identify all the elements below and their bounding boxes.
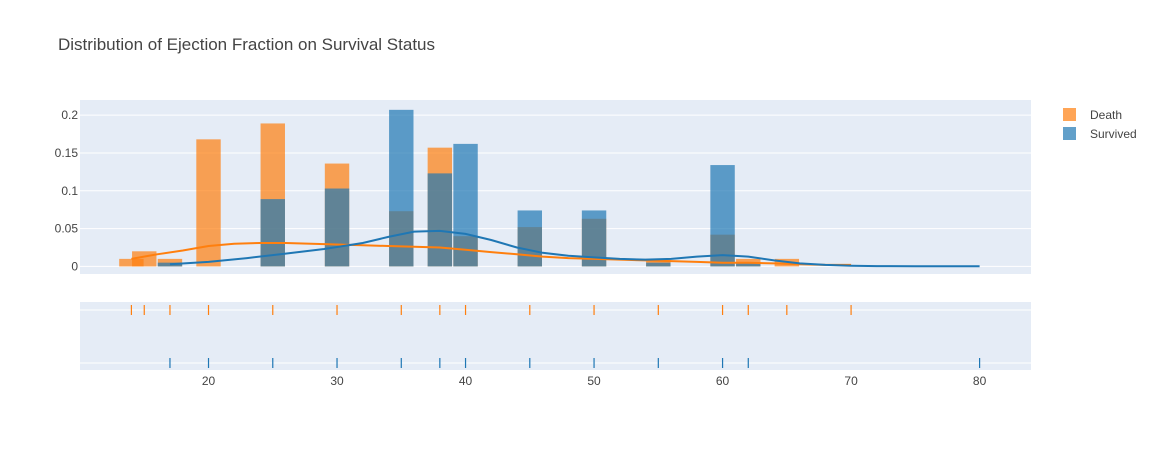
density-curve-survived [169, 229, 980, 268]
chart-title: Distribution of Ejection Fraction on Sur… [58, 35, 435, 54]
bar-survived [389, 109, 414, 267]
bar-survived [710, 165, 735, 267]
x-axis-ticks: 20 30 40 50 60 70 80 [202, 374, 987, 388]
legend-label-death: Death [1090, 108, 1122, 122]
bar-survived [736, 262, 761, 267]
legend-swatch-survived [1063, 127, 1076, 140]
density-curve-death [131, 242, 852, 266]
x-tick-label: 70 [844, 374, 858, 388]
bar-survived [157, 262, 183, 267]
y-tick-label: 0.1 [61, 184, 78, 198]
legend-swatch-death [1063, 108, 1076, 121]
main-plot-background [80, 100, 1031, 274]
y-tick-label: 0.05 [55, 222, 79, 236]
x-tick-label: 40 [459, 374, 473, 388]
x-tick-label: 20 [202, 374, 216, 388]
x-tick-label: 60 [716, 374, 730, 388]
y-tick-label: 0 [71, 259, 78, 273]
bar-death [119, 258, 144, 267]
legend-item-death[interactable]: Death [1063, 108, 1122, 122]
x-tick-label: 30 [330, 374, 344, 388]
bar-survived [646, 262, 671, 267]
rug-plot-background [80, 302, 1031, 370]
y-tick-label: 0.2 [61, 108, 78, 122]
bar-survived [453, 143, 478, 267]
bar-survived [324, 188, 350, 267]
bar-survived [427, 173, 453, 267]
density-curves [131, 229, 980, 268]
x-tick-label: 80 [973, 374, 987, 388]
bar-survived [517, 210, 543, 267]
gridlines [80, 114, 1031, 364]
legend-item-survived[interactable]: Survived [1063, 127, 1137, 141]
legend-label-survived: Survived [1090, 127, 1137, 141]
y-axis-ticks: 0 0.05 0.1 0.15 0.2 [55, 108, 79, 273]
x-tick-label: 50 [587, 374, 601, 388]
rug-marks [130, 305, 981, 368]
legend: Death Survived [1063, 108, 1137, 141]
y-tick-label: 0.15 [55, 146, 79, 160]
